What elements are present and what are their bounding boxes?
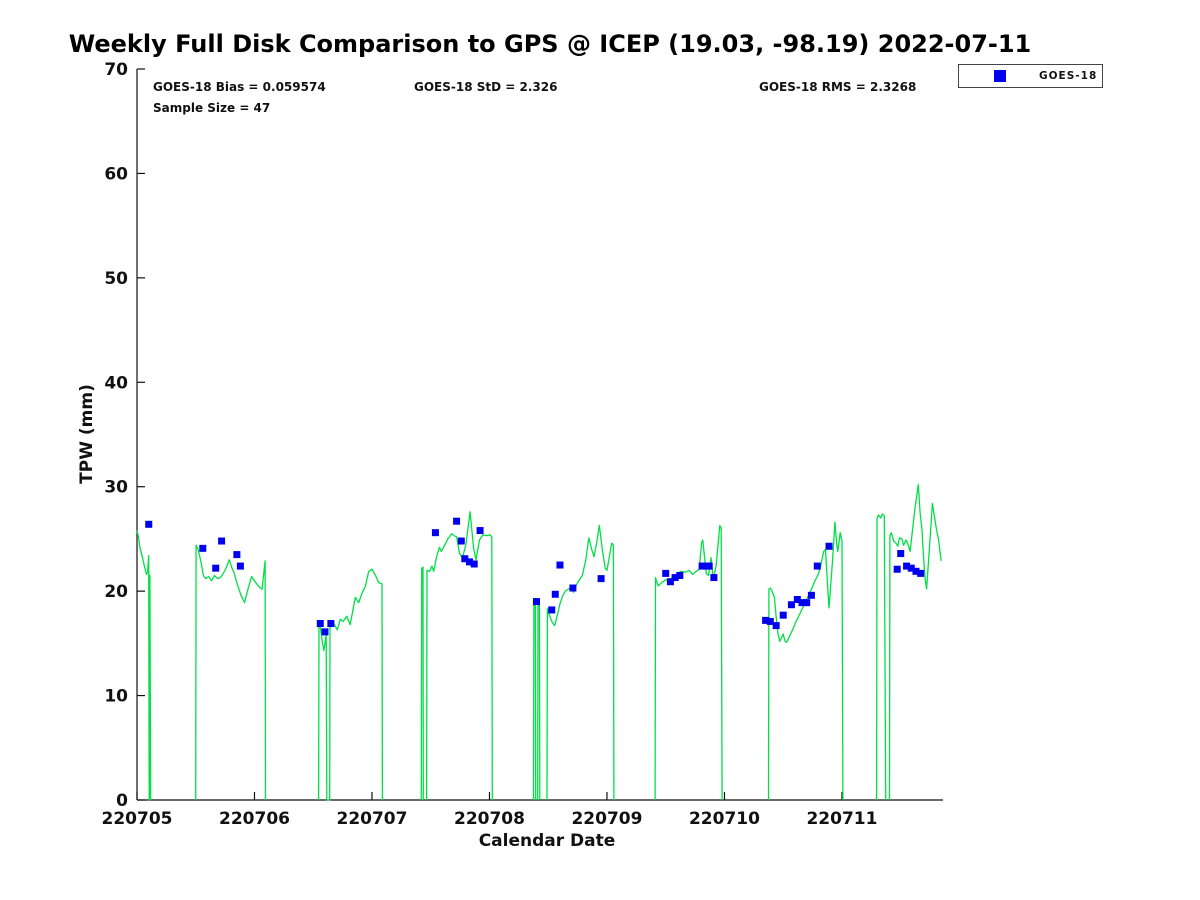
legend-box: GOES-18 — [958, 64, 1103, 88]
goes18-data-marker — [431, 529, 439, 537]
stat-std: GOES-18 StD = 2.326 — [414, 80, 558, 94]
goes18-data-marker — [666, 578, 674, 586]
goes18-data-marker — [199, 544, 207, 552]
goes18-data-marker — [705, 562, 713, 570]
goes18-data-marker — [569, 584, 577, 592]
y-tick-label: 30 — [104, 478, 128, 498]
y-tick-label: 60 — [104, 164, 128, 184]
goes18-data-marker — [321, 628, 329, 636]
x-tick-label: 220710 — [689, 809, 760, 829]
goes18-data-marker — [236, 562, 244, 570]
goes18-data-marker — [327, 620, 335, 628]
stat-bias: GOES-18 Bias = 0.059574 — [153, 80, 326, 94]
goes18-data-marker — [476, 527, 484, 535]
chart-title: Weekly Full Disk Comparison to GPS @ ICE… — [68, 30, 1032, 58]
goes18-data-marker — [218, 537, 226, 545]
x-axis-label: Calendar Date — [478, 831, 616, 851]
y-tick-label: 10 — [104, 687, 128, 707]
goes18-data-marker — [912, 567, 920, 575]
gps-line — [136, 483, 942, 801]
x-tick-label: 220705 — [102, 809, 173, 829]
goes18-data-marker — [813, 562, 821, 570]
goes18-data-marker — [671, 574, 679, 582]
goes18-data-marker — [698, 562, 706, 570]
goes18-data-marker — [316, 620, 324, 628]
x-tick-label: 220708 — [454, 809, 525, 829]
y-tick-label: 40 — [104, 373, 128, 393]
goes18-data-marker — [461, 555, 469, 563]
goes18-data-marker — [897, 550, 905, 558]
y-tick-label: 20 — [104, 582, 128, 602]
goes18-data-marker — [907, 564, 915, 572]
y-tick-label: 70 — [104, 60, 128, 80]
goes18-data-marker — [548, 606, 556, 614]
goes18-data-marker — [793, 595, 801, 603]
goes18-data-marker — [787, 601, 795, 609]
y-tick-label: 0 — [116, 791, 128, 811]
goes18-data-marker — [825, 542, 833, 550]
goes18-data-marker — [466, 558, 474, 566]
goes18-data-marker — [457, 537, 465, 545]
x-tick-label: 220709 — [571, 809, 642, 829]
goes18-legend-marker-icon — [994, 70, 1006, 82]
goes18-data-marker — [551, 590, 559, 598]
goes18-data-marker — [662, 569, 670, 577]
goes18-data-marker — [893, 565, 901, 573]
legend-label: GOES-18 — [1039, 70, 1098, 82]
goes18-data-marker — [453, 517, 461, 525]
goes18-data-marker — [762, 616, 770, 624]
goes18-data-marker — [903, 562, 911, 570]
goes18-data-marker — [233, 551, 241, 559]
x-tick-label: 220707 — [336, 809, 407, 829]
goes18-data-marker — [779, 611, 787, 619]
goes18-data-marker — [145, 520, 153, 528]
goes18-data-marker — [702, 562, 710, 570]
goes18-data-marker — [532, 598, 540, 606]
goes18-data-marker — [798, 599, 806, 607]
goes18-data-marker — [772, 622, 780, 630]
x-tick-label: 220711 — [806, 809, 877, 829]
y-axis-label: TPW (mm) — [77, 384, 97, 484]
goes18-data-marker — [766, 617, 774, 625]
stat-rms: GOES-18 RMS = 2.3268 — [759, 80, 917, 94]
x-tick-label: 220706 — [219, 809, 290, 829]
y-tick-label: 50 — [104, 269, 128, 289]
goes18-data-marker — [710, 574, 718, 582]
goes18-data-marker — [803, 599, 811, 607]
goes18-data-marker — [807, 591, 815, 599]
goes18-data-marker — [917, 569, 925, 577]
goes18-data-marker — [597, 575, 605, 583]
goes18-data-marker — [470, 560, 478, 568]
goes18-data-marker — [212, 564, 220, 572]
stat-sample-size: Sample Size = 47 — [153, 101, 271, 115]
goes18-data-marker — [556, 561, 564, 569]
goes18-data-marker — [676, 571, 684, 579]
